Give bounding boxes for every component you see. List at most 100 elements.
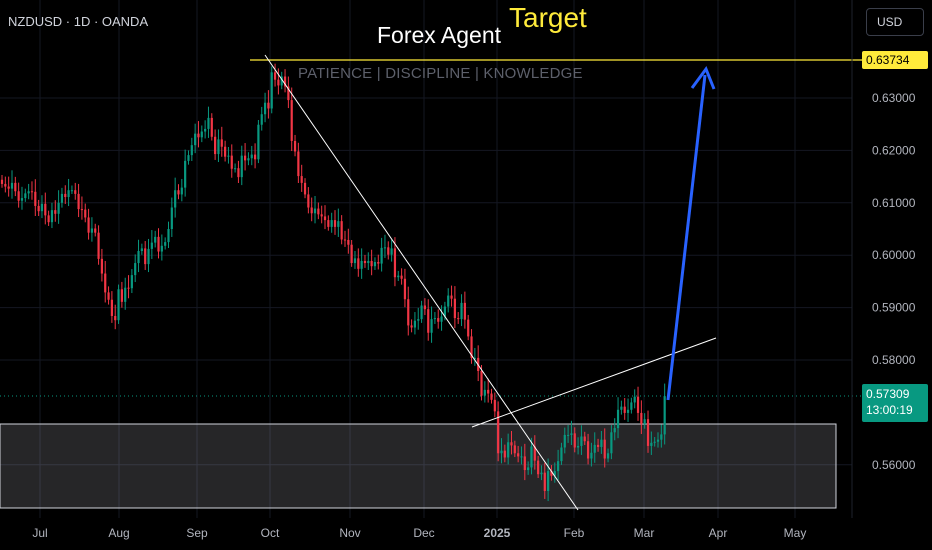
candle bbox=[293, 134, 297, 157]
candle bbox=[220, 126, 223, 157]
x-tick-label: Mar bbox=[634, 526, 655, 540]
candle bbox=[533, 435, 536, 470]
candle bbox=[240, 145, 243, 186]
candle bbox=[660, 424, 663, 448]
candle bbox=[630, 397, 633, 414]
candle bbox=[407, 286, 410, 336]
candle bbox=[327, 215, 330, 231]
candle bbox=[257, 120, 260, 164]
candle bbox=[200, 125, 203, 143]
rising-trend-line bbox=[471, 337, 717, 428]
candle bbox=[67, 178, 70, 207]
candle bbox=[303, 178, 307, 199]
candle bbox=[24, 188, 27, 202]
candle bbox=[353, 251, 357, 269]
candle bbox=[50, 202, 54, 229]
candle bbox=[204, 120, 207, 139]
candle bbox=[347, 228, 350, 254]
candles bbox=[0, 63, 666, 502]
candle bbox=[653, 437, 656, 447]
candle bbox=[230, 144, 233, 178]
candle bbox=[217, 129, 220, 163]
candle bbox=[453, 286, 456, 329]
candle bbox=[197, 121, 200, 148]
candle bbox=[290, 87, 293, 152]
candle bbox=[393, 237, 397, 287]
candle bbox=[363, 254, 367, 268]
candle bbox=[430, 306, 433, 343]
candle bbox=[34, 179, 37, 217]
candle bbox=[273, 63, 277, 87]
currency-button[interactable]: USD bbox=[866, 8, 924, 36]
candle bbox=[527, 461, 530, 475]
candle bbox=[250, 145, 253, 166]
candle bbox=[380, 237, 383, 272]
price-axis[interactable]: 0.63000 0.62000 0.61000 0.60000 0.59000 0.580… bbox=[872, 91, 916, 472]
candle bbox=[590, 442, 593, 467]
candle bbox=[104, 260, 107, 303]
candle bbox=[307, 187, 310, 214]
candle bbox=[370, 249, 373, 276]
candle bbox=[367, 252, 370, 270]
candle bbox=[313, 195, 317, 224]
candle bbox=[97, 225, 100, 265]
candle bbox=[84, 203, 87, 223]
candle bbox=[4, 176, 7, 193]
candle bbox=[280, 71, 283, 90]
candle bbox=[80, 196, 84, 220]
candle bbox=[330, 212, 333, 233]
candle bbox=[137, 239, 140, 273]
candle bbox=[17, 182, 20, 208]
downtrend-line bbox=[264, 54, 579, 511]
candle bbox=[174, 177, 177, 218]
candle bbox=[227, 146, 230, 164]
candle bbox=[64, 185, 67, 204]
candle bbox=[134, 254, 137, 283]
candle bbox=[440, 305, 443, 331]
x-tick-label: May bbox=[784, 526, 807, 540]
candle bbox=[300, 164, 303, 192]
candle bbox=[600, 431, 603, 454]
candle bbox=[210, 113, 213, 141]
candle bbox=[467, 314, 470, 341]
time-axis[interactable]: Jul Aug Sep Oct Nov Dec 2025 Feb Mar Apr May bbox=[32, 526, 806, 540]
candle bbox=[333, 210, 337, 235]
candle bbox=[70, 185, 74, 194]
candle bbox=[417, 307, 420, 330]
candle bbox=[20, 186, 24, 210]
candle bbox=[267, 90, 270, 119]
candle bbox=[650, 431, 653, 455]
candle bbox=[383, 234, 387, 258]
candle bbox=[463, 291, 466, 329]
candle bbox=[550, 465, 553, 481]
y-tick-label: 0.61000 bbox=[872, 196, 916, 210]
candle bbox=[317, 202, 320, 220]
candle bbox=[177, 184, 180, 200]
candle bbox=[507, 433, 510, 465]
candle bbox=[184, 149, 187, 197]
candle bbox=[44, 192, 47, 225]
projection-arrow bbox=[666, 65, 716, 401]
candle bbox=[190, 137, 193, 161]
candle bbox=[620, 400, 623, 415]
candle bbox=[47, 210, 50, 226]
symbol-title[interactable]: NZDUSD · 1D · OANDA bbox=[8, 14, 149, 29]
candle bbox=[397, 270, 400, 281]
candle bbox=[480, 364, 483, 401]
candle bbox=[606, 448, 610, 463]
candle bbox=[207, 106, 210, 138]
candle bbox=[107, 286, 110, 305]
y-tick-label: 0.58000 bbox=[872, 353, 916, 367]
candle bbox=[470, 329, 473, 364]
candle bbox=[180, 178, 183, 202]
y-tick-label: 0.60000 bbox=[872, 248, 916, 262]
candle bbox=[483, 381, 486, 403]
candle bbox=[487, 378, 490, 403]
candle bbox=[460, 294, 463, 327]
candle bbox=[10, 170, 14, 199]
candle bbox=[120, 281, 123, 308]
candle bbox=[60, 187, 64, 208]
candle bbox=[154, 230, 157, 248]
x-tick-label: Oct bbox=[261, 526, 280, 540]
candle bbox=[170, 197, 173, 237]
